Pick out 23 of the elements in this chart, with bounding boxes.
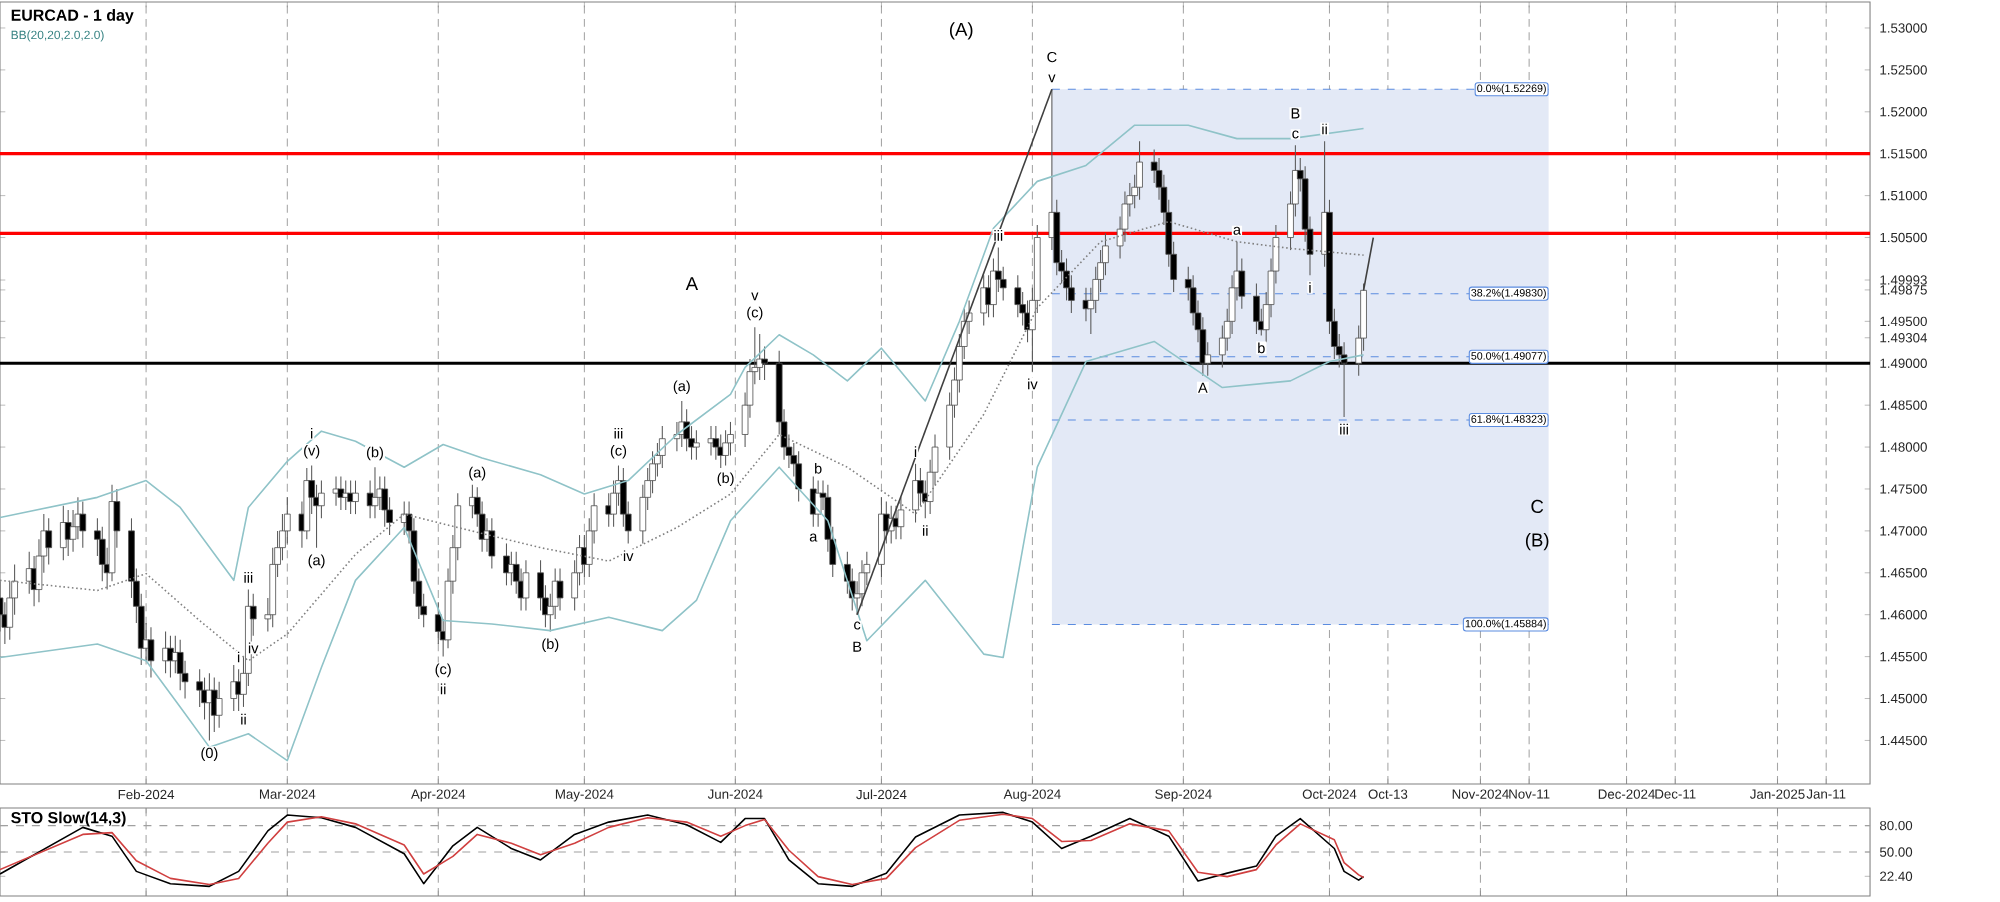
candlestick [693, 429, 700, 461]
candlestick [332, 475, 340, 507]
candlestick [707, 425, 715, 456]
annotation: C [1531, 499, 1544, 513]
annotation: (B) [1525, 532, 1549, 551]
annotation: (A) [949, 22, 973, 40]
candlestick [658, 425, 666, 469]
candlestick [756, 333, 764, 381]
candlestick [1136, 140, 1143, 201]
candlestick [352, 480, 359, 515]
candlestick [215, 681, 223, 729]
candlestick [503, 542, 510, 586]
candlestick [1014, 274, 1022, 318]
candlestick [556, 568, 564, 612]
candlestick [795, 450, 802, 503]
candlestick [45, 517, 53, 565]
candlestick [337, 475, 345, 511]
candlestick [912, 463, 919, 524]
candlestick [176, 639, 184, 691]
candlestick [147, 626, 155, 679]
line-series [0, 124, 1365, 582]
line-series [0, 340, 1365, 762]
annotation: A [685, 277, 699, 290]
